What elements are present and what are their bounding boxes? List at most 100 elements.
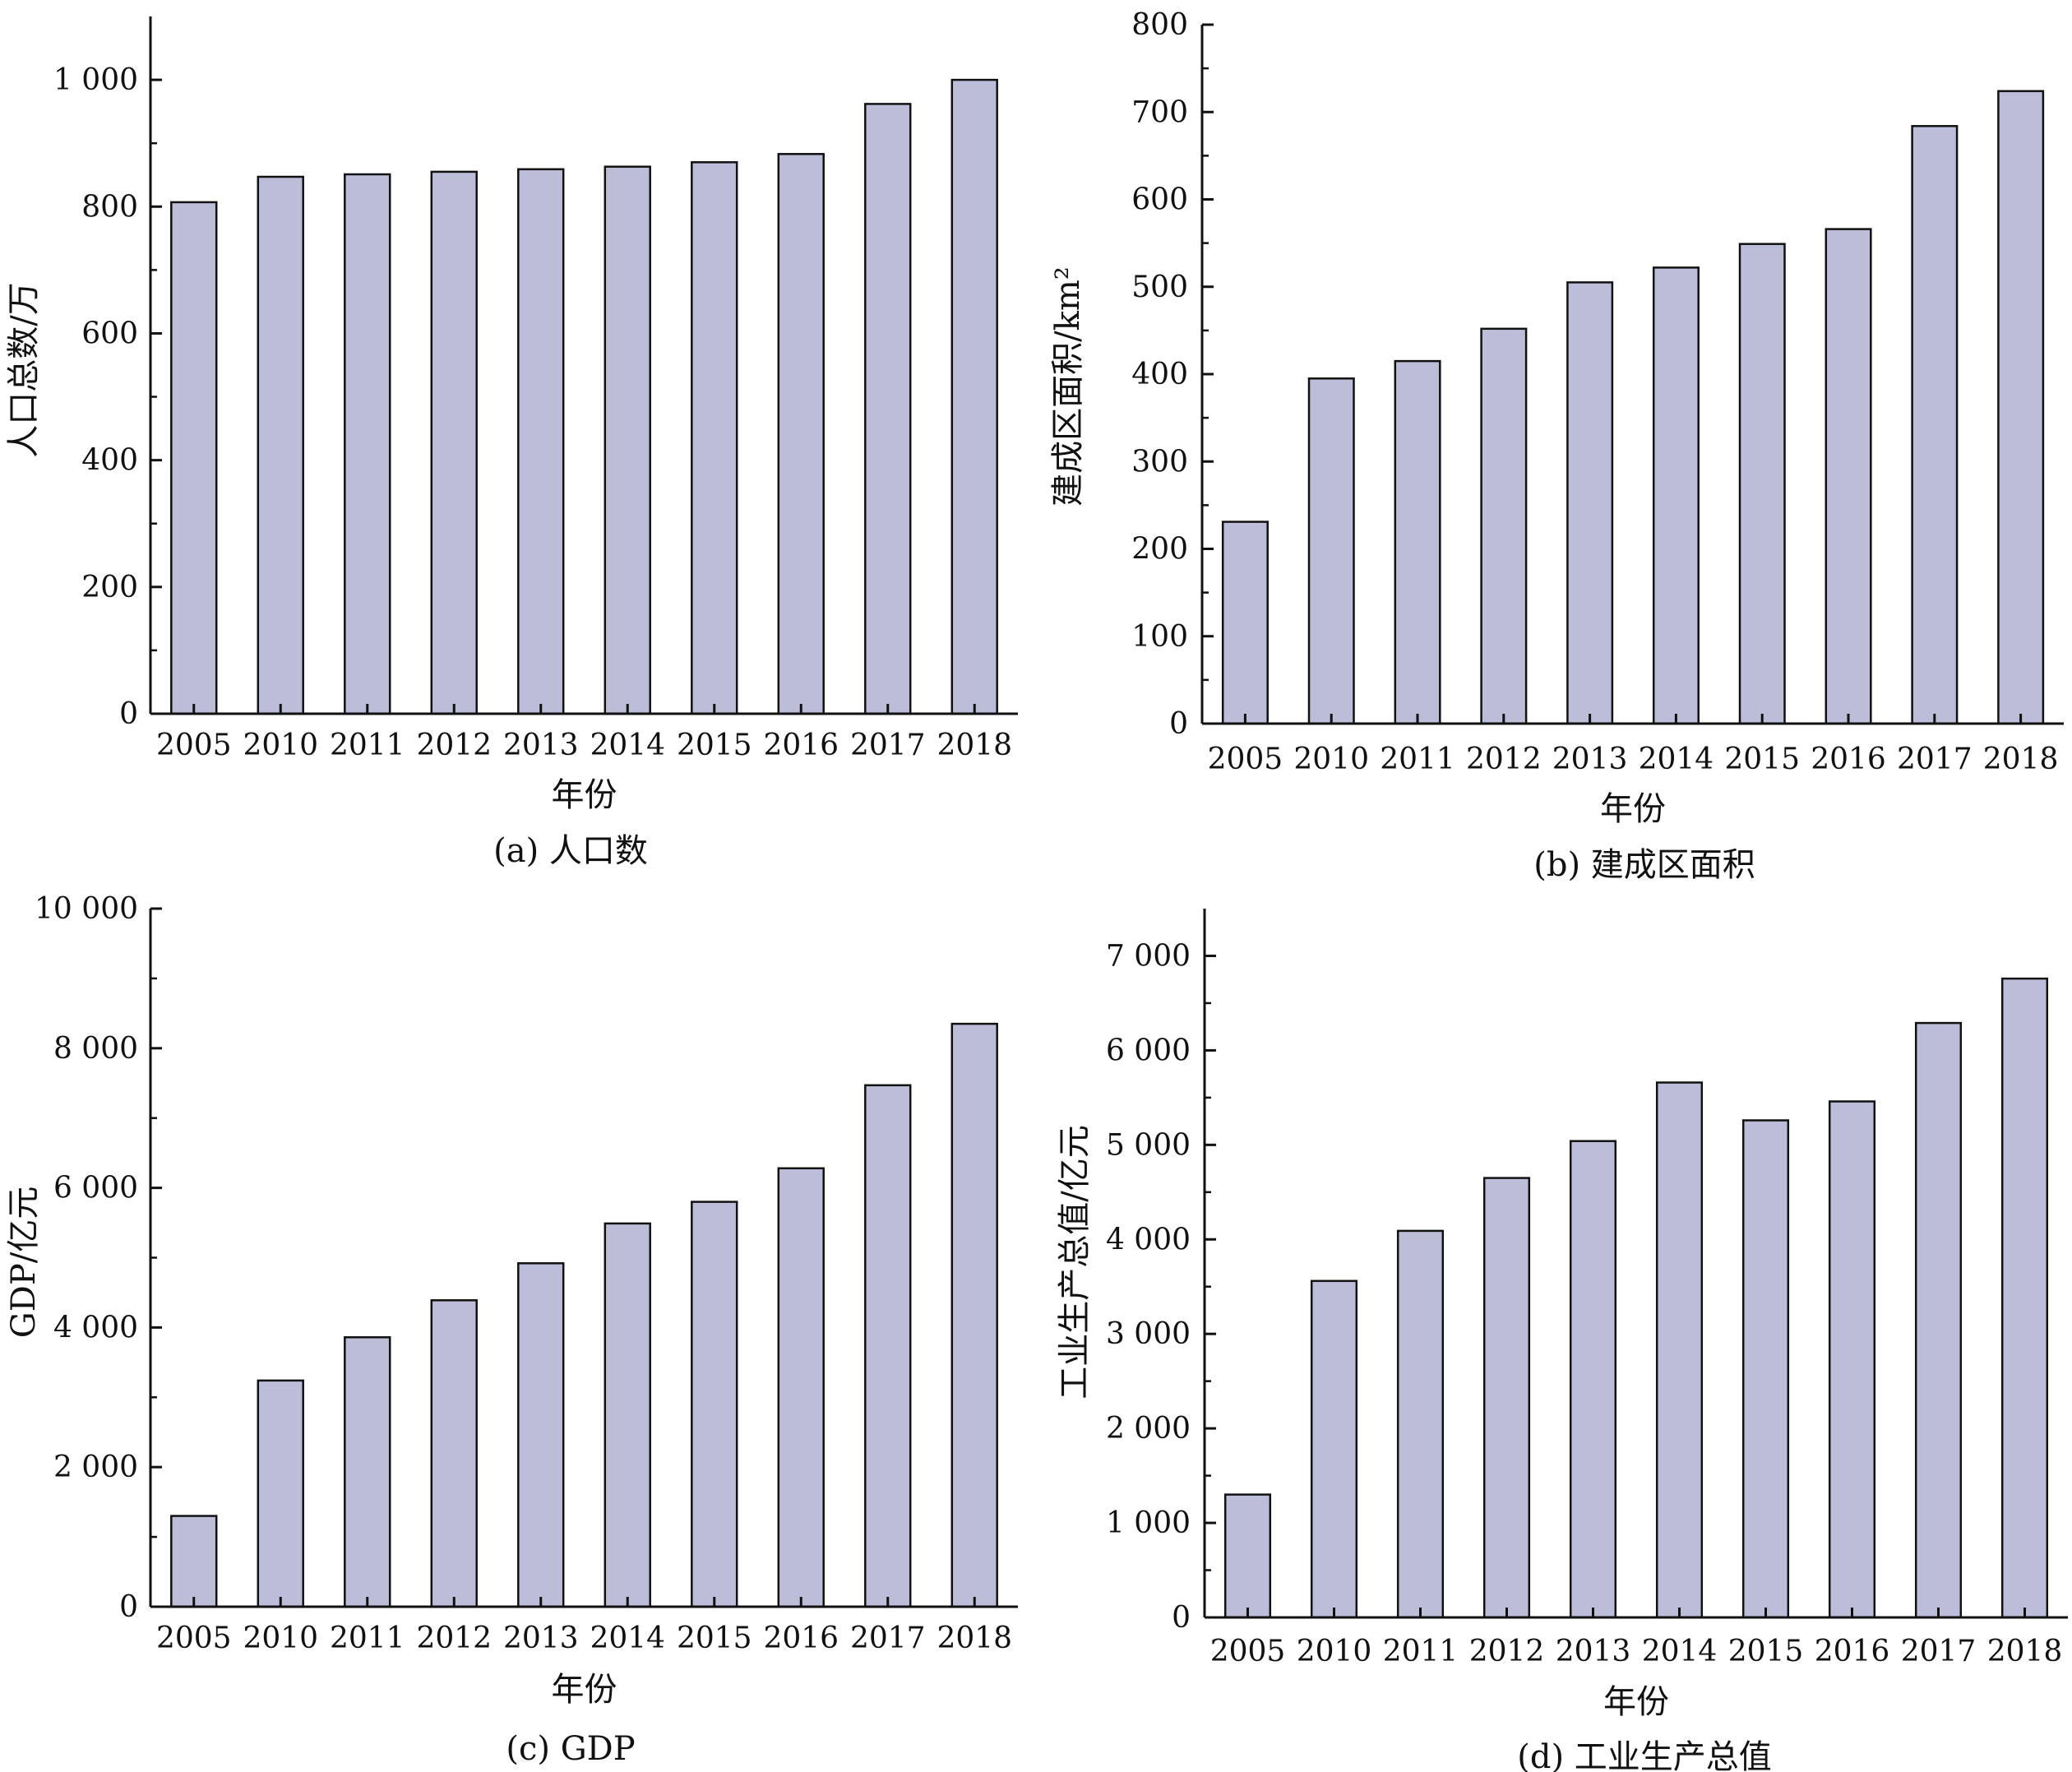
chart-built-area: 0 100 200 300 400 500 600 700 800 2005 2010 2011 201… bbox=[1049, 8, 2064, 884]
bar-built-area-2016 bbox=[1825, 228, 1872, 725]
x-tick-label-built-area: 2018 bbox=[1983, 743, 2059, 776]
x-tick-label-industrial-output: 2014 bbox=[1642, 1635, 1718, 1668]
x-axis-label-built-area: 年份 bbox=[1600, 790, 1666, 828]
x-tick-label-built-area: 2005 bbox=[1208, 743, 1283, 776]
x-axis-label-population: 年份 bbox=[552, 776, 617, 814]
x-tick-label-population: 2010 bbox=[243, 729, 318, 762]
x-tick-label-gdp: 2012 bbox=[416, 1622, 492, 1655]
x-tick-label-gdp: 2005 bbox=[156, 1622, 232, 1655]
y-tick-label-industrial-output: 7 000 bbox=[1106, 939, 1191, 973]
bar-industrial-output-2011 bbox=[1396, 1229, 1445, 1619]
x-tick-label-built-area: 2013 bbox=[1552, 743, 1628, 776]
bar-built-area-2017 bbox=[1911, 125, 1959, 725]
x-tick-label-population: 2005 bbox=[156, 729, 232, 762]
y-tick-label-industrial-output: 3 000 bbox=[1106, 1317, 1191, 1351]
y-tick-label-population: 400 bbox=[81, 444, 138, 478]
y-tick-label-gdp: 10 000 bbox=[35, 892, 138, 926]
x-axis-label-gdp: 年份 bbox=[552, 1671, 617, 1709]
y-axis-label-population: 人口总数/万 bbox=[5, 282, 43, 457]
y-tick-label-gdp: 2 000 bbox=[53, 1450, 138, 1484]
x-tick-label-industrial-output: 2015 bbox=[1728, 1635, 1804, 1668]
y-tick-label-gdp: 4 000 bbox=[53, 1311, 138, 1344]
x-tick-label-industrial-output: 2017 bbox=[1901, 1635, 1977, 1668]
x-tick-label-gdp: 2015 bbox=[677, 1622, 752, 1655]
bar-population-2010 bbox=[257, 175, 304, 715]
y-tick-label-population: 1 000 bbox=[53, 63, 138, 97]
y-tick-label-built-area: 600 bbox=[1131, 183, 1188, 217]
x-tick-label-population: 2015 bbox=[677, 729, 752, 762]
bar-population-2012 bbox=[430, 170, 478, 715]
x-tick-label-built-area: 2010 bbox=[1293, 743, 1369, 776]
y-tick-label-industrial-output: 5 000 bbox=[1106, 1128, 1191, 1162]
x-axis-label-industrial-output: 年份 bbox=[1603, 1683, 1669, 1721]
bar-industrial-output-2005 bbox=[1223, 1493, 1272, 1619]
x-tick-label-population: 2013 bbox=[503, 729, 579, 762]
x-tick-label-industrial-output: 2012 bbox=[1469, 1635, 1545, 1668]
y-axis-label-industrial-output: 工业生产总值/亿元 bbox=[1056, 1125, 1094, 1399]
y-tick-label-built-area: 300 bbox=[1131, 445, 1188, 479]
bar-population-2013 bbox=[517, 168, 565, 715]
y-tick-label-industrial-output: 0 bbox=[1172, 1601, 1191, 1635]
x-tick-label-industrial-output: 2010 bbox=[1297, 1635, 1372, 1668]
x-tick-label-built-area: 2014 bbox=[1639, 743, 1714, 776]
bar-industrial-output-2010 bbox=[1310, 1279, 1358, 1619]
bar-gdp-2018 bbox=[950, 1022, 998, 1608]
x-tick-label-gdp: 2014 bbox=[590, 1622, 665, 1655]
x-tick-label-industrial-output: 2011 bbox=[1383, 1635, 1459, 1668]
bar-population-2011 bbox=[344, 173, 391, 715]
caption-built-area: (b) 建成区面积 bbox=[1533, 846, 1755, 884]
y-tick-label-industrial-output: 2 000 bbox=[1106, 1412, 1191, 1446]
bar-built-area-2013 bbox=[1566, 281, 1614, 725]
bar-gdp-2005 bbox=[170, 1515, 218, 1608]
x-tick-label-built-area: 2011 bbox=[1380, 743, 1455, 776]
y-tick-label-population: 200 bbox=[81, 571, 138, 604]
bar-industrial-output-2013 bbox=[1569, 1140, 1617, 1619]
y-tick-label-built-area: 200 bbox=[1131, 533, 1188, 567]
y-tick-label-industrial-output: 1 000 bbox=[1106, 1506, 1191, 1540]
bar-built-area-2011 bbox=[1394, 359, 1441, 725]
bar-gdp-2016 bbox=[777, 1167, 825, 1608]
y-tick-label-population: 800 bbox=[81, 190, 138, 224]
x-tick-label-population: 2018 bbox=[937, 729, 1012, 762]
y-tick-label-built-area: 500 bbox=[1131, 271, 1188, 304]
bar-built-area-2012 bbox=[1480, 327, 1528, 725]
bar-gdp-2011 bbox=[344, 1336, 391, 1608]
x-tick-label-gdp: 2017 bbox=[850, 1622, 926, 1655]
y-tick-label-gdp: 0 bbox=[119, 1590, 138, 1624]
y-tick-label-industrial-output: 6 000 bbox=[1106, 1034, 1191, 1067]
x-tick-label-built-area: 2012 bbox=[1466, 743, 1542, 776]
bar-population-2018 bbox=[950, 78, 998, 715]
bar-built-area-2015 bbox=[1738, 243, 1786, 725]
x-tick-label-population: 2017 bbox=[850, 729, 926, 762]
bar-industrial-output-2014 bbox=[1655, 1081, 1704, 1619]
x-tick-label-population: 2012 bbox=[416, 729, 492, 762]
y-tick-label-built-area: 100 bbox=[1131, 620, 1188, 654]
x-tick-label-gdp: 2010 bbox=[243, 1622, 318, 1655]
x-tick-label-gdp: 2016 bbox=[763, 1622, 839, 1655]
bar-gdp-2015 bbox=[691, 1201, 738, 1608]
bar-industrial-output-2018 bbox=[2000, 977, 2049, 1619]
chart-population: 0 200 400 600 800 1 000 2005 2010 2011 2012 2013 20… bbox=[5, 16, 1018, 870]
y-axis-label-built-area: 建成区面积/km² bbox=[1049, 266, 1087, 507]
y-tick-label-built-area: 0 bbox=[1169, 707, 1188, 741]
bar-gdp-2010 bbox=[257, 1379, 304, 1608]
x-tick-label-gdp: 2018 bbox=[937, 1622, 1012, 1655]
bar-population-2005 bbox=[170, 201, 218, 715]
bar-built-area-2014 bbox=[1652, 266, 1700, 725]
bar-industrial-output-2016 bbox=[1828, 1100, 1876, 1619]
bar-gdp-2012 bbox=[430, 1299, 478, 1608]
bar-built-area-2018 bbox=[1997, 90, 2045, 725]
bar-gdp-2014 bbox=[604, 1222, 651, 1608]
x-tick-label-built-area: 2016 bbox=[1811, 743, 1886, 776]
x-tick-label-industrial-output: 2018 bbox=[1987, 1635, 2063, 1668]
chart-industrial-output: 0 1 000 2 000 3 000 4 000 5 000 6 000 7 000 2005… bbox=[1056, 909, 2068, 1772]
bar-industrial-output-2017 bbox=[1914, 1021, 1963, 1619]
y-tick-label-gdp: 8 000 bbox=[53, 1032, 138, 1066]
bar-gdp-2017 bbox=[864, 1084, 912, 1608]
y-tick-label-population: 0 bbox=[119, 697, 138, 731]
x-tick-label-built-area: 2017 bbox=[1897, 743, 1973, 776]
caption-gdp: (c) GDP bbox=[506, 1730, 635, 1768]
y-tick-label-built-area: 400 bbox=[1131, 358, 1188, 391]
bar-industrial-output-2015 bbox=[1741, 1119, 1790, 1619]
